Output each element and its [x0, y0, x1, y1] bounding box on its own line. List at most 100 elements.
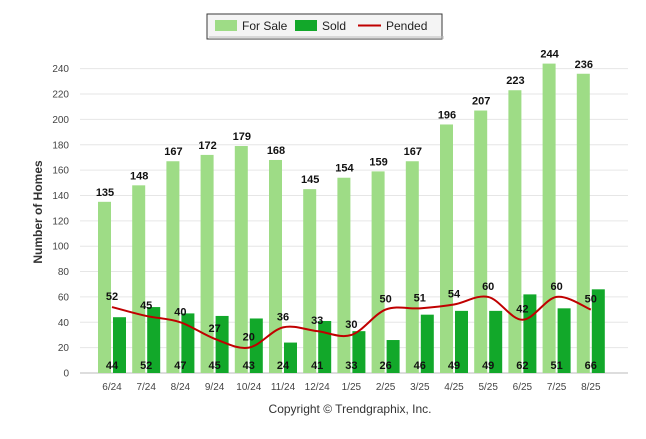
legend-shadow [209, 36, 444, 39]
data-label-pended: 51 [414, 292, 426, 304]
bar-sold [420, 314, 434, 373]
data-label-sold: 41 [311, 360, 323, 372]
bar-sold [386, 340, 400, 373]
bar-for-sale [132, 185, 146, 373]
data-label-pended: 60 [482, 281, 494, 293]
bar-for-sale [474, 110, 488, 374]
x-tick-label: 3/25 [410, 382, 430, 393]
bar-for-sale [371, 171, 385, 373]
data-label-sold: 49 [482, 360, 494, 372]
bar-for-sale [98, 201, 111, 373]
y-axis-ticks: 0 20 40 60 80 100 120 140 160 180 200 220 240 [52, 64, 69, 379]
bar-sold [284, 342, 297, 373]
legend-label-for-sale: For Sale [242, 19, 288, 33]
data-label-for-sale: 167 [164, 146, 182, 158]
bar-sold [249, 318, 263, 373]
legend-swatch-sold [295, 20, 317, 31]
bar-sold [557, 308, 571, 373]
bar-sold [215, 315, 229, 373]
legend: For Sale Sold Pended [206, 13, 444, 40]
data-label-pended: 30 [345, 319, 357, 331]
bar-for-sale [542, 63, 556, 373]
x-tick-label: 6/25 [513, 382, 533, 393]
data-label-sold: 26 [379, 360, 391, 372]
data-label-for-sale: 236 [575, 59, 593, 71]
bar-sold [113, 317, 126, 373]
bars [98, 63, 605, 374]
bar-for-sale [440, 124, 453, 373]
y-tick-label: 20 [58, 343, 70, 354]
data-label-pended: 20 [243, 332, 255, 344]
bar-sold [591, 289, 605, 373]
data-label-pended: 52 [106, 291, 118, 303]
data-label-sold: 66 [585, 360, 597, 372]
data-label-for-sale: 172 [198, 140, 216, 152]
bar-for-sale [166, 161, 180, 373]
bar-sold [147, 307, 161, 373]
bar-for-sale [234, 146, 248, 373]
x-tick-label: 4/25 [444, 382, 464, 393]
bar-sold [455, 310, 468, 373]
bar-for-sale [576, 73, 590, 373]
bar-for-sale [303, 189, 317, 373]
y-axis-title: Number of Homes [31, 160, 45, 264]
bar-for-sale [200, 154, 214, 373]
data-label-for-sale: 148 [130, 170, 148, 182]
data-label-sold: 46 [414, 360, 426, 372]
data-label-sold: 47 [174, 360, 186, 372]
y-tick-label: 140 [52, 191, 69, 202]
legend-label-sold: Sold [322, 19, 346, 33]
data-label-sold: 33 [345, 360, 357, 372]
pended-line [111, 295, 592, 349]
data-label-for-sale: 135 [96, 187, 114, 199]
pended-line-path [111, 295, 592, 349]
data-label-for-sale: 207 [472, 96, 490, 108]
bar-for-sale [405, 161, 419, 373]
legend-swatch-for-sale [215, 20, 237, 31]
x-tick-label: 1/25 [342, 382, 362, 393]
data-label-pended: 45 [140, 300, 152, 312]
x-tick-label: 5/25 [478, 382, 498, 393]
bar-for-sale [269, 159, 282, 373]
data-label-pended: 42 [516, 304, 528, 316]
data-label-sold: 24 [277, 360, 290, 372]
data-label-sold: 43 [243, 360, 255, 372]
y-tick-label: 80 [58, 267, 70, 278]
data-label-for-sale: 168 [267, 145, 285, 157]
y-tick-label: 60 [58, 292, 70, 303]
bar-for-sale [337, 177, 351, 373]
data-label-pended: 40 [174, 306, 186, 318]
y-tick-label: 40 [58, 318, 70, 329]
data-label-for-sale: 244 [540, 49, 559, 61]
legend-label-pended: Pended [386, 19, 427, 33]
data-label-sold: 51 [550, 360, 562, 372]
x-axis-ticks: 6/24 7/24 8/24 9/24 10/24 11/24 12/24 1/25 2/25 3… [102, 382, 601, 393]
y-tick-label: 240 [52, 64, 69, 75]
data-label-for-sale: 145 [301, 174, 319, 186]
bar-sold [181, 313, 195, 373]
data-label-pended: 50 [379, 294, 391, 306]
x-tick-label: 9/24 [205, 382, 225, 393]
x-tick-label: 11/24 [271, 382, 296, 393]
bar-sold [489, 310, 503, 373]
y-tick-label: 160 [52, 166, 69, 177]
data-label-pended: 27 [208, 323, 220, 335]
data-label-pended: 60 [550, 281, 562, 293]
data-label-sold: 52 [140, 360, 152, 372]
data-label-for-sale: 223 [506, 75, 524, 87]
data-label-for-sale: 179 [233, 131, 251, 143]
data-label-sold: 49 [448, 360, 460, 372]
x-tick-label: 8/24 [171, 382, 191, 393]
data-label-sold: 45 [208, 360, 220, 372]
x-tick-label: 7/25 [547, 382, 567, 393]
data-label-pended: 33 [311, 315, 323, 327]
y-tick-label: 0 [63, 369, 69, 380]
x-tick-label: 10/24 [236, 382, 261, 393]
x-tick-label: 7/24 [136, 382, 156, 393]
data-label-pended: 36 [277, 311, 289, 323]
data-label-pended: 50 [585, 294, 597, 306]
y-tick-label: 120 [52, 216, 69, 227]
x-tick-label: 2/25 [376, 382, 396, 393]
bar-sold [352, 331, 366, 373]
